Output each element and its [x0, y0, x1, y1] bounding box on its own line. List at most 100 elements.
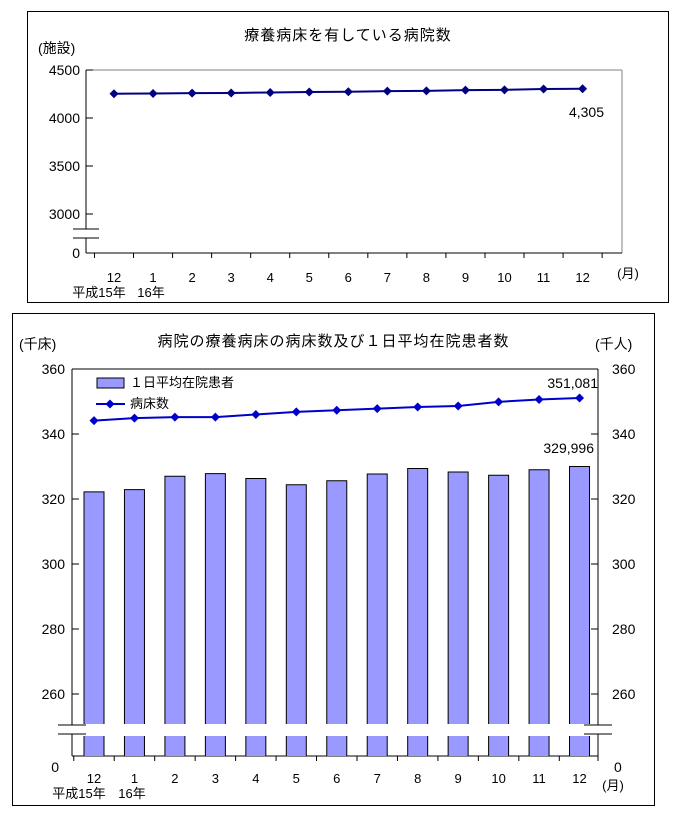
data-point-marker: [226, 88, 236, 98]
y-tick-label: 3500: [49, 158, 80, 174]
y-tick-label: 300: [612, 556, 636, 572]
data-point-marker: [210, 412, 220, 422]
x-tick-label: 8: [423, 270, 430, 285]
x-tick-label: 1: [149, 270, 156, 285]
month-axis-unit-label: (月): [602, 778, 624, 793]
x-tick-label: 6: [345, 270, 352, 285]
bar: [124, 489, 145, 724]
chart1-panel: 療養病床を有している病院数 (施設) 4500 4000 3500 3000 0 12 1 2…: [27, 11, 669, 303]
data-point-marker: [170, 412, 180, 422]
chart2-panel: 病院の療養病床の病床数及び１日平均在院患者数 (千床) (千人) 360 360 3…: [12, 313, 655, 806]
bar: [529, 736, 550, 756]
x-tick-label: 12: [575, 270, 589, 285]
bar: [205, 736, 226, 756]
bar: [448, 736, 469, 756]
bar: [245, 736, 266, 756]
y-tick-label: 360: [612, 361, 636, 377]
x-tick-label: 7: [374, 771, 381, 786]
y-tick-label: 3000: [49, 206, 80, 222]
y-tick-label: 260: [612, 686, 636, 702]
y-tick-label: 4500: [49, 62, 80, 78]
bar: [286, 484, 307, 724]
x-tick-label: 4: [252, 771, 259, 786]
legend-swatch-bar: [96, 377, 125, 389]
bar: [164, 476, 185, 724]
chart2-title: 病院の療養病床の病床数及び１日平均在院患者数: [157, 333, 510, 350]
bar: [84, 491, 104, 724]
bar: [488, 736, 509, 756]
bar: [84, 736, 104, 756]
data-point-marker: [109, 89, 119, 99]
value-annotation: 351,081: [547, 375, 598, 391]
x-tick-label: 5: [293, 771, 300, 786]
value-annotation: 329,996: [543, 440, 594, 456]
chart1-y-unit-label: (施設): [38, 40, 76, 56]
bar: [205, 473, 226, 724]
bar: [407, 736, 428, 756]
zero-label: 0: [51, 759, 59, 775]
x-tick-label: 10: [497, 270, 511, 285]
data-point-marker: [332, 405, 342, 415]
data-point-marker: [500, 85, 509, 95]
x-tick-label: 3: [228, 270, 235, 285]
y-tick-label: 4000: [49, 110, 80, 126]
data-point-marker: [539, 84, 549, 94]
bar: [367, 736, 388, 756]
bar-outline: [123, 489, 145, 756]
data-point-marker: [343, 87, 353, 97]
data-point-marker: [304, 87, 314, 97]
era-label: 平成15年: [72, 285, 125, 300]
data-point-marker: [413, 402, 423, 412]
x-tick-label: 4: [267, 270, 274, 285]
era-label: 16年: [118, 786, 145, 801]
y-tick-label: 320: [42, 491, 66, 507]
x-tick-label: 12: [87, 771, 101, 786]
x-tick-label: 1: [131, 771, 138, 786]
data-point-marker: [187, 88, 197, 98]
zero-label: 0: [614, 759, 622, 775]
bar: [488, 475, 509, 724]
data-point-marker: [265, 87, 275, 97]
data-point-marker: [148, 89, 158, 99]
era-label: 16年: [137, 285, 164, 300]
y-tick-label: 280: [42, 621, 66, 637]
bar-outline: [164, 475, 186, 756]
y-tick-label: 340: [42, 426, 66, 442]
bar-outline: [488, 474, 510, 756]
bar: [326, 736, 347, 756]
bar: [245, 478, 266, 724]
bar: [164, 736, 185, 756]
y-tick-label: 320: [612, 491, 636, 507]
bar: [286, 736, 307, 756]
y-tick-label: 280: [612, 621, 636, 637]
bar: [569, 466, 590, 724]
data-point-marker: [421, 86, 431, 96]
y-tick-label: 300: [42, 556, 66, 572]
chart2-left-unit-label: (千床): [19, 336, 57, 352]
value-annotation: 4,305: [569, 104, 604, 120]
x-tick-label: 12: [107, 270, 121, 285]
bar: [124, 736, 145, 756]
bar-outline: [569, 466, 591, 756]
bar: [448, 472, 469, 724]
bar: [367, 473, 388, 724]
bar: [407, 468, 428, 724]
x-tick-label: 11: [537, 270, 551, 285]
y-tick-label: 360: [42, 361, 66, 377]
data-point-marker: [382, 86, 392, 96]
x-tick-label: 3: [212, 771, 219, 786]
y-tick-label: 340: [612, 426, 636, 442]
data-point-marker: [460, 85, 470, 95]
x-tick-label: 10: [491, 771, 505, 786]
era-label: 平成15年: [52, 786, 105, 801]
month-axis-unit-label: (月): [617, 266, 639, 281]
data-point-marker: [578, 84, 588, 94]
data-point-marker: [534, 395, 544, 405]
data-point-marker: [453, 401, 463, 411]
zero-label: 0: [72, 245, 80, 261]
bar: [326, 480, 347, 724]
x-tick-label: 2: [188, 270, 195, 285]
legend-label: １日平均在院患者: [130, 375, 234, 390]
